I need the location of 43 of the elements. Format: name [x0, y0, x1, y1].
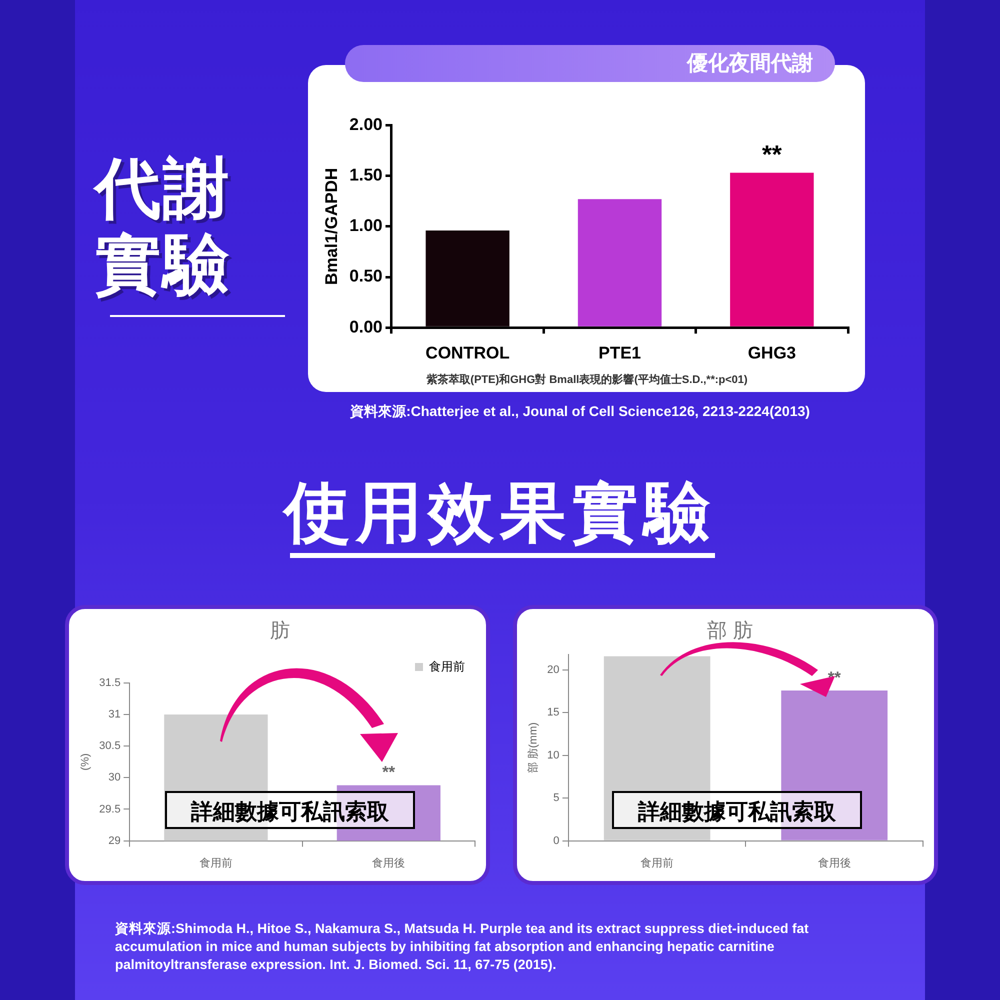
chart-title: 肪 — [269, 619, 291, 644]
x-tick-label: CONTROL — [426, 343, 510, 362]
annotation: ** — [828, 668, 842, 687]
x-tick-label: 食用前 — [640, 857, 674, 870]
text: 紫茶萃取(PTE)和GHG對 Bmall表現的影響(平均值士S.D.,**:p<01) — [425, 372, 749, 387]
y-tick-label: 30 — [108, 772, 121, 784]
y-tick-label: 15 — [547, 706, 560, 719]
y-tick-label: 31 — [108, 708, 121, 721]
annotation: 詳細數據可私訊索取 — [165, 791, 415, 829]
text: 代謝實驗 — [95, 150, 232, 302]
y-axis-title: (%) — [80, 753, 92, 770]
bar — [730, 172, 814, 326]
annotation: ** — [762, 141, 782, 170]
x-tick-label: 食用後 — [818, 857, 851, 870]
y-tick-label: 5 — [553, 792, 560, 804]
y-tick-label: 0.50 — [349, 266, 382, 286]
x-tick-label: PTE1 — [598, 343, 642, 362]
x-tick-label: GHG3 — [748, 343, 796, 362]
y-tick-label: 30.5 — [99, 740, 121, 752]
legend-label: 食用前 — [429, 659, 465, 674]
y-tick-label: 1.00 — [349, 216, 382, 236]
y-tick-label: 0.00 — [349, 317, 382, 336]
y-tick-label: 2.00 — [349, 114, 382, 134]
annotation: 詳細數據可私訊索取 — [612, 791, 862, 829]
x-tick-label: 食用前 — [199, 857, 232, 870]
source-note: 資料來源:Shimoda H., Hitoe S., Nakamura S., Matsuda H. Purple tea and its extract suppress diet-induced fat accumulation in mice and human subjects by inhibiting fat absorption and enhancing hepatic carnitine palmitoyltransferase expression. Int. J. Biomed. Sci. 11, 67-75 (2015). — [115, 920, 810, 974]
source-note: 資料來源:Chatterjee et al., Jounal of Cell Science126, 2213-2224(2013) — [349, 403, 811, 421]
annotation: ** — [382, 764, 396, 782]
chart-title: 優化夜間代謝 — [345, 45, 835, 82]
y-tick-label: 29 — [108, 834, 121, 847]
y-tick-label: 31.5 — [99, 677, 121, 690]
chart-title: 部 肪 — [706, 619, 754, 644]
y-tick-label: 29.5 — [99, 803, 121, 816]
y-axis-title: 部 肪(mm) — [526, 722, 540, 774]
x-tick-label: 食用後 — [372, 857, 406, 870]
bar — [578, 199, 662, 326]
y-axis-title: Bmal1/GAPDH — [322, 168, 341, 285]
bar — [426, 230, 510, 326]
y-tick-label: 20 — [547, 664, 560, 676]
y-tick-label: 10 — [547, 749, 560, 762]
text: 使用效果實驗 — [281, 474, 717, 551]
y-tick-label: 0 — [553, 834, 560, 847]
y-tick-label: 1.50 — [349, 165, 382, 184]
